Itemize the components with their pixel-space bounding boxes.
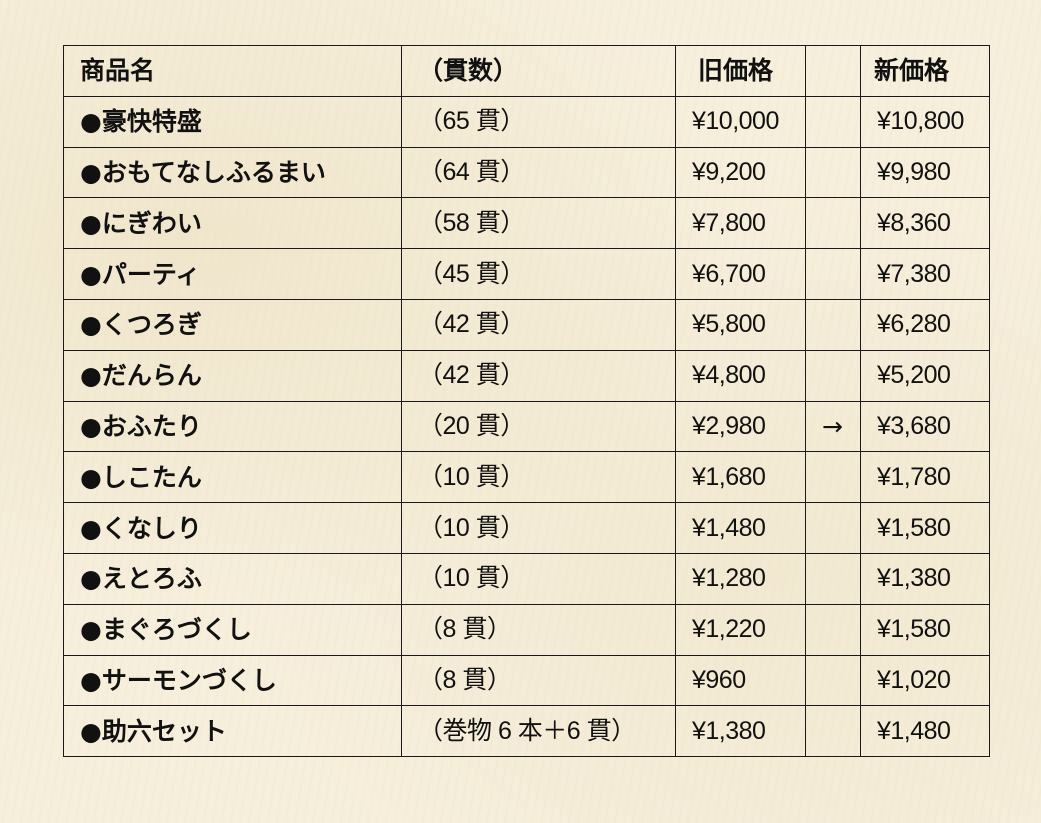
new-price: ¥3,680: [860, 400, 990, 453]
old-price: ¥1,380: [675, 705, 806, 758]
piece-count: （65 貫）: [401, 95, 676, 148]
product-name: ●くつろぎ: [63, 298, 402, 351]
table-row: ●しこたん （10 貫） ¥1,680 ¥1,780: [63, 451, 990, 504]
arrow: [805, 603, 861, 656]
old-price: ¥960: [675, 654, 806, 707]
arrow: [805, 248, 861, 300]
table-row: ●だんらん （42 貫） ¥4,800 ¥5,200: [63, 349, 990, 402]
product-name: ●にぎわい: [63, 197, 402, 250]
table-row: ●パーティ （45 貫） ¥6,700 ¥7,380: [63, 248, 990, 300]
arrow: [805, 654, 861, 707]
arrow: [805, 552, 861, 605]
arrow: [805, 197, 861, 250]
new-price: ¥8,360: [860, 197, 990, 250]
new-price: ¥6,280: [860, 298, 990, 351]
piece-count: （45 貫）: [401, 248, 676, 300]
product-name: ●パーティ: [63, 248, 402, 300]
old-price: ¥1,680: [675, 451, 806, 504]
product-name: ●くなしり: [63, 502, 402, 554]
table-row: ●おふたり （20 貫） ¥2,980 → ¥3,680: [63, 400, 990, 453]
piece-count: （巻物 6 本＋6 貫）: [401, 705, 676, 758]
table-row: ●助六セット （巻物 6 本＋6 貫） ¥1,380 ¥1,480: [63, 705, 990, 758]
product-name: ●だんらん: [63, 349, 402, 402]
old-price: ¥10,000: [675, 95, 806, 148]
product-name: ●サーモンづくし: [63, 654, 402, 707]
new-price: ¥1,480: [860, 705, 990, 758]
table-row: ●くなしり （10 貫） ¥1,480 ¥1,580: [63, 502, 990, 554]
table-body: 商品名 （貫数） 旧価格 新価格 ●豪快特盛 （65 貫） ¥10,000 ¥10,8…: [63, 45, 990, 758]
table-row: ●くつろぎ （42 貫） ¥5,800 ¥6,280: [63, 298, 990, 351]
product-name: ●豪快特盛: [63, 95, 402, 148]
old-price: ¥5,800: [675, 298, 806, 351]
product-name: ●助六セット: [63, 705, 402, 758]
header-piece-count: （貫数）: [401, 45, 676, 97]
old-price: ¥2,980: [675, 400, 806, 453]
old-price: ¥9,200: [675, 146, 806, 199]
arrow: [805, 502, 861, 554]
arrow: [805, 298, 861, 351]
arrow: [805, 451, 861, 504]
product-name: ●まぐろづくし: [63, 603, 402, 656]
piece-count: （42 貫）: [401, 349, 676, 402]
new-price: ¥1,380: [860, 552, 990, 605]
new-price: ¥1,580: [860, 603, 990, 656]
piece-count: （8 貫）: [401, 603, 676, 656]
table-row: ●おもてなしふるまい （64 貫） ¥9,200 ¥9,980: [63, 146, 990, 199]
product-name: ●おもてなしふるまい: [63, 146, 402, 199]
table-row: ●えとろふ （10 貫） ¥1,280 ¥1,380: [63, 552, 990, 605]
arrow: [805, 146, 861, 199]
header-new-price: 新価格: [860, 45, 990, 97]
piece-count: （42 貫）: [401, 298, 676, 351]
product-name: ●おふたり: [63, 400, 402, 453]
piece-count: （8 貫）: [401, 654, 676, 707]
table-row: ●サーモンづくし （8 貫） ¥960 ¥1,020: [63, 654, 990, 707]
piece-count: （10 貫）: [401, 502, 676, 554]
old-price: ¥4,800: [675, 349, 806, 402]
piece-count: （10 貫）: [401, 451, 676, 504]
arrow: [805, 349, 861, 402]
table-row: ●にぎわい （58 貫） ¥7,800 ¥8,360: [63, 197, 990, 250]
price-table: 商品名 （貫数） 旧価格 新価格 ●豪快特盛 （65 貫） ¥10,000 ¥10,8…: [63, 45, 990, 758]
new-price: ¥10,800: [860, 95, 990, 148]
arrow: →: [805, 400, 861, 453]
new-price: ¥5,200: [860, 349, 990, 402]
new-price: ¥1,780: [860, 451, 990, 504]
old-price: ¥1,280: [675, 552, 806, 605]
arrow: [805, 705, 861, 758]
header-row: 商品名 （貫数） 旧価格 新価格: [63, 45, 990, 97]
new-price: ¥1,020: [860, 654, 990, 707]
table-row: ●豪快特盛 （65 貫） ¥10,000 ¥10,800: [63, 95, 990, 148]
new-price: ¥7,380: [860, 248, 990, 300]
product-name: ●しこたん: [63, 451, 402, 504]
piece-count: （20 貫）: [401, 400, 676, 453]
new-price: ¥1,580: [860, 502, 990, 554]
header-old-price: 旧価格: [675, 45, 806, 97]
new-price: ¥9,980: [860, 146, 990, 199]
header-product-name: 商品名: [63, 45, 402, 97]
old-price: ¥1,480: [675, 502, 806, 554]
old-price: ¥1,220: [675, 603, 806, 656]
header-arrow: [805, 45, 861, 97]
product-name: ●えとろふ: [63, 552, 402, 605]
old-price: ¥7,800: [675, 197, 806, 250]
piece-count: （64 貫）: [401, 146, 676, 199]
piece-count: （10 貫）: [401, 552, 676, 605]
table-row: ●まぐろづくし （8 貫） ¥1,220 ¥1,580: [63, 603, 990, 656]
piece-count: （58 貫）: [401, 197, 676, 250]
old-price: ¥6,700: [675, 248, 806, 300]
arrow: [805, 95, 861, 148]
